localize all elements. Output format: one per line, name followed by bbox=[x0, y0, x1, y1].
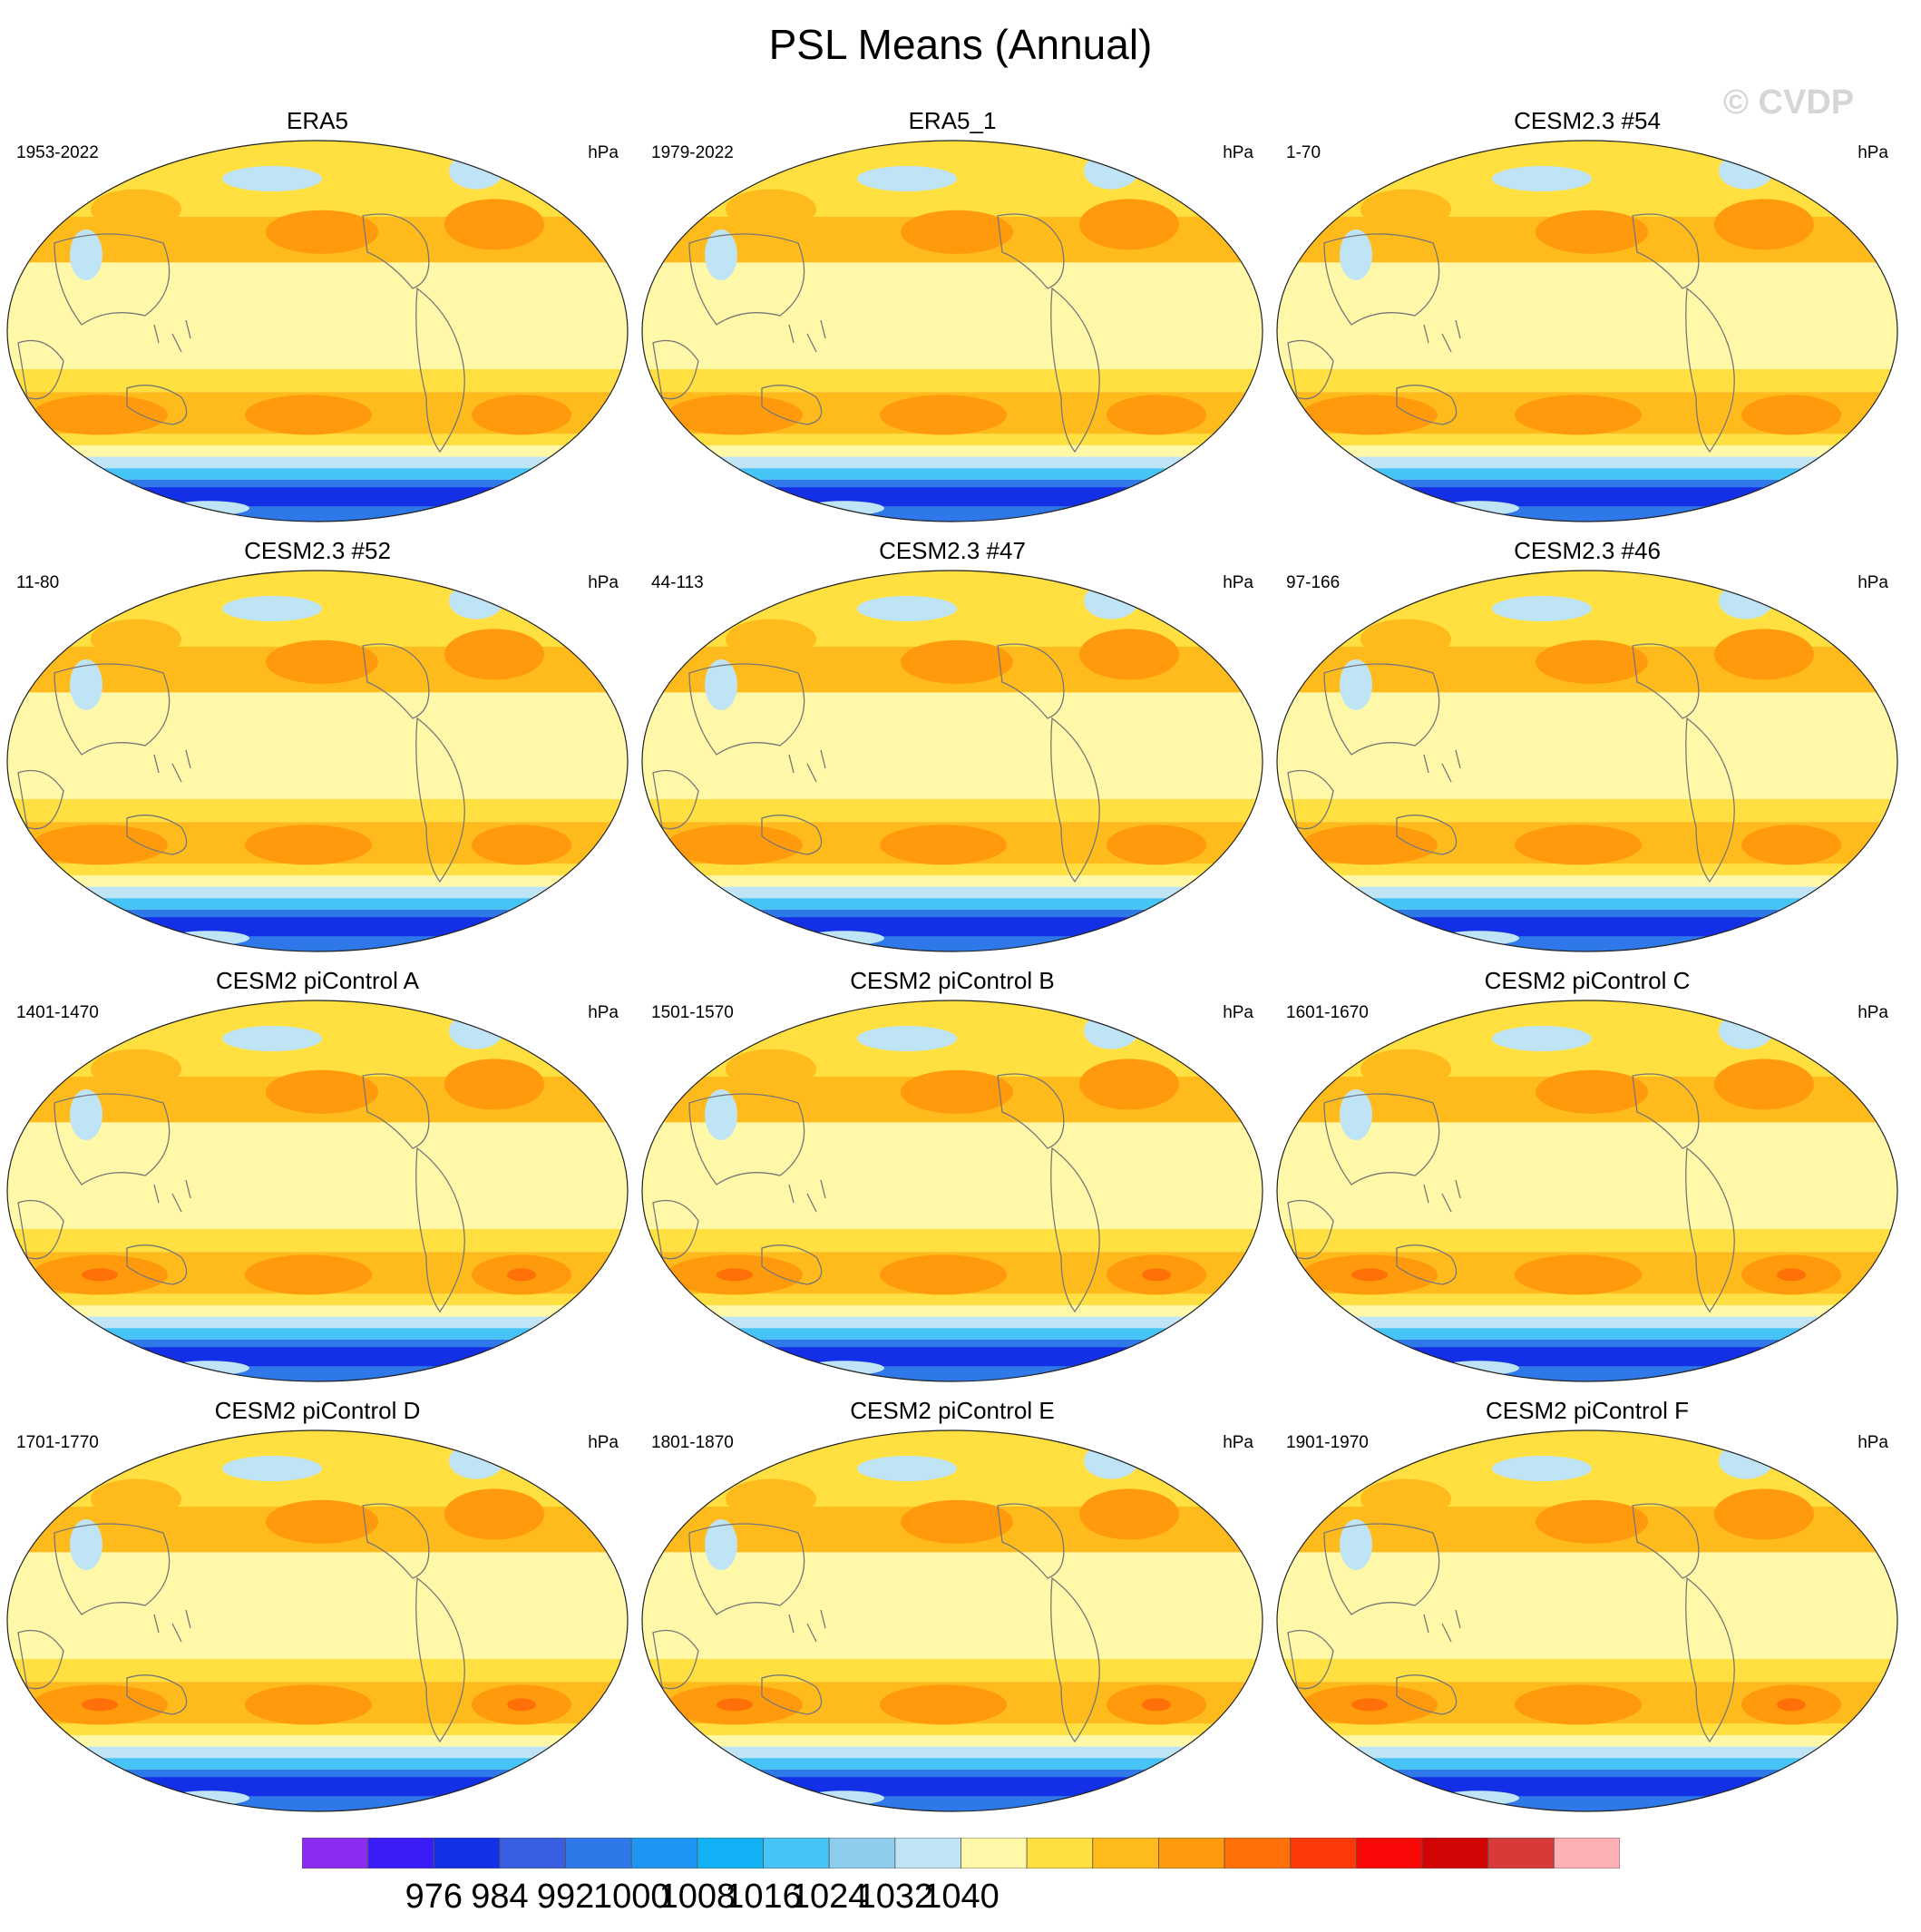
map-panel: CESM2 piControl C 1601-1670 hPa bbox=[1270, 967, 1905, 1393]
panel-units: hPa bbox=[1858, 1433, 1888, 1452]
colorbar-tick-label: 1040 bbox=[922, 1878, 1000, 1916]
colorbar-swatch bbox=[1421, 1838, 1489, 1869]
world-map bbox=[1276, 1429, 1898, 1812]
colorbar-swatch bbox=[630, 1838, 698, 1869]
panel-units: hPa bbox=[1858, 143, 1888, 162]
map-panel: CESM2 piControl A 1401-1470 hPa bbox=[0, 967, 635, 1393]
panel-period: 97-166 bbox=[1286, 573, 1341, 592]
panel-units: hPa bbox=[588, 573, 619, 592]
map-panel: CESM2.3 #47 44-113 hPa bbox=[635, 537, 1270, 963]
map-panel: CESM2.3 #52 11-80 hPa bbox=[0, 537, 635, 963]
panel-units: hPa bbox=[1223, 1003, 1253, 1022]
map-panel: ERA5_1 1979-2022 hPa bbox=[635, 107, 1270, 533]
panel-period: 1953-2022 bbox=[16, 143, 99, 162]
colorbar-swatch bbox=[763, 1838, 830, 1869]
panel-title: CESM2.3 #46 bbox=[1514, 537, 1661, 564]
world-map bbox=[1276, 140, 1898, 522]
colorbar-swatch bbox=[1092, 1838, 1159, 1869]
panel-period: 11-80 bbox=[16, 573, 60, 592]
colorbar-tick-label: 1008 bbox=[658, 1878, 736, 1916]
panel-period: 44-113 bbox=[651, 573, 704, 592]
panel-units: hPa bbox=[1223, 1433, 1253, 1452]
colorbar-tick-label: 1024 bbox=[790, 1878, 868, 1916]
map-panel: CESM2 piControl B 1501-1570 hPa bbox=[635, 967, 1270, 1393]
panel-units: hPa bbox=[1223, 573, 1253, 592]
colorbar-swatch bbox=[1290, 1838, 1357, 1869]
colorbar-swatch bbox=[499, 1838, 566, 1869]
panel-title: CESM2 piControl C bbox=[1484, 967, 1691, 994]
panel-period: 1901-1970 bbox=[1286, 1433, 1369, 1452]
panel-title: CESM2.3 #52 bbox=[244, 537, 391, 564]
map-panel: CESM2 piControl E 1801-1870 hPa bbox=[635, 1397, 1270, 1823]
colorbar-swatch bbox=[1158, 1838, 1225, 1869]
panel-units: hPa bbox=[588, 1433, 619, 1452]
world-map bbox=[641, 1000, 1263, 1382]
colorbar-swatch bbox=[1487, 1838, 1555, 1869]
panel-title: CESM2 piControl E bbox=[850, 1397, 1055, 1424]
colorbar-tick-label: 992 bbox=[536, 1878, 595, 1916]
panel-title: ERA5_1 bbox=[908, 107, 997, 134]
colorbar-swatch bbox=[1224, 1838, 1292, 1869]
panel-units: hPa bbox=[1858, 573, 1888, 592]
panel-period: 1801-1870 bbox=[651, 1433, 734, 1452]
colorbar-swatch bbox=[960, 1838, 1028, 1869]
world-map bbox=[1276, 570, 1898, 952]
world-map bbox=[6, 140, 629, 522]
world-map bbox=[6, 1429, 629, 1812]
panel-title: CESM2.3 #47 bbox=[879, 537, 1026, 564]
map-panel: CESM2 piControl D 1701-1770 hPa bbox=[0, 1397, 635, 1823]
world-map bbox=[6, 570, 629, 952]
world-map bbox=[641, 140, 1263, 522]
colorbar-tick-label: 1016 bbox=[725, 1878, 802, 1916]
colorbar-swatch bbox=[1356, 1838, 1423, 1869]
colorbar-swatch bbox=[1553, 1838, 1620, 1869]
world-map bbox=[641, 570, 1263, 952]
colorbar-swatch bbox=[367, 1838, 434, 1869]
colorbar-swatch bbox=[302, 1838, 369, 1869]
world-map bbox=[6, 1000, 629, 1382]
panel-period: 1501-1570 bbox=[651, 1003, 734, 1022]
world-map bbox=[1276, 1000, 1898, 1382]
world-map bbox=[641, 1429, 1263, 1812]
colorbar-swatch bbox=[1026, 1838, 1094, 1869]
colorbar-tick-label: 1032 bbox=[856, 1878, 934, 1916]
panel-title: CESM2 piControl D bbox=[214, 1397, 421, 1424]
panel-title: CESM2.3 #54 bbox=[1514, 107, 1661, 134]
colorbar-swatch bbox=[697, 1838, 764, 1869]
colorbar-swatch bbox=[565, 1838, 632, 1869]
colorbar bbox=[302, 1838, 1620, 1869]
colorbar-tick-label: 984 bbox=[471, 1878, 529, 1916]
panel-period: 1701-1770 bbox=[16, 1433, 99, 1452]
colorbar-swatch bbox=[828, 1838, 896, 1869]
colorbar-swatch bbox=[433, 1838, 501, 1869]
panel-period: 1401-1470 bbox=[16, 1003, 99, 1022]
map-panel: CESM2.3 #46 97-166 hPa bbox=[1270, 537, 1905, 963]
panel-period: 1601-1670 bbox=[1286, 1003, 1369, 1022]
panel-units: hPa bbox=[1223, 143, 1253, 162]
colorbar-tick-label: 976 bbox=[405, 1878, 463, 1916]
panel-units: hPa bbox=[588, 1003, 619, 1022]
panel-title: CESM2 piControl B bbox=[850, 967, 1055, 994]
colorbar-tick-label: 1000 bbox=[592, 1878, 670, 1916]
panel-title: ERA5 bbox=[287, 107, 348, 134]
colorbar-swatch bbox=[894, 1838, 961, 1869]
panel-title: CESM2 piControl A bbox=[216, 967, 419, 994]
panel-units: hPa bbox=[588, 143, 619, 162]
panel-title: CESM2 piControl F bbox=[1486, 1397, 1689, 1424]
panel-period: 1979-2022 bbox=[651, 143, 734, 162]
map-panel: CESM2.3 #54 1-70 hPa bbox=[1270, 107, 1905, 533]
panel-period: 1-70 bbox=[1286, 143, 1321, 162]
panel-units: hPa bbox=[1858, 1003, 1888, 1022]
map-panel: CESM2 piControl F 1901-1970 hPa bbox=[1270, 1397, 1905, 1823]
figure-title: PSL Means (Annual) bbox=[768, 21, 1153, 68]
cvdp-watermark: © CVDP bbox=[1723, 83, 1855, 122]
map-panel: ERA5 1953-2022 hPa bbox=[0, 107, 635, 533]
